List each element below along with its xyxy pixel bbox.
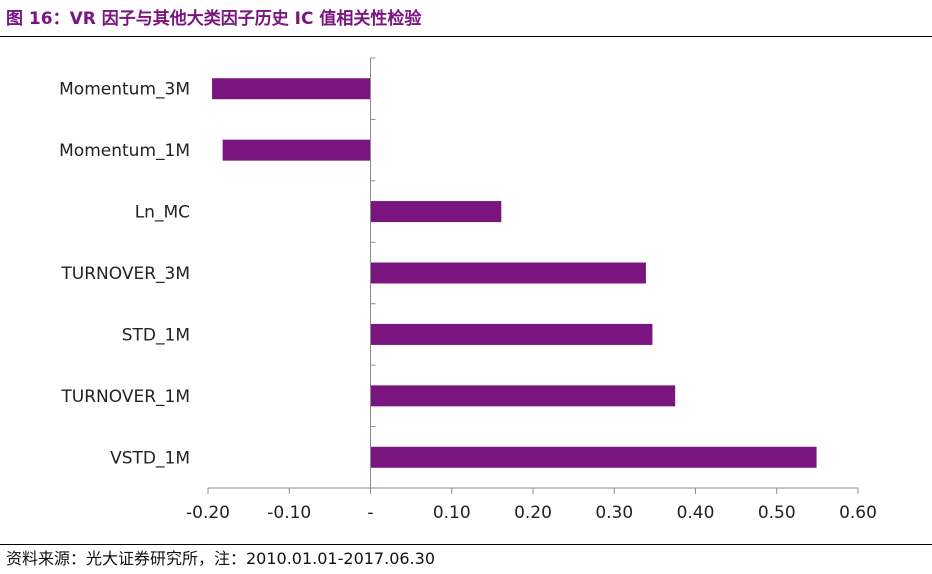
category-label: VSTD_1M (110, 448, 190, 468)
x-tick-label: 0.30 (595, 503, 633, 523)
x-tick-label: 0.10 (433, 503, 471, 523)
category-label: STD_1M (122, 325, 190, 345)
bar-momentum-3m (212, 78, 371, 100)
bar-vstd-1m (370, 446, 817, 468)
category-label: TURNOVER_3M (60, 264, 190, 284)
chart-title: 图 16：VR 因子与其他大类因子历史 IC 值相关性检验 (6, 9, 422, 29)
labels-layer: Momentum_3M Momentum_1M Ln_MC TURNOVER_3M ST… (59, 80, 877, 523)
footer-divider (0, 544, 932, 545)
bar-turnover-1m (370, 385, 676, 407)
x-tick-label: 0.20 (514, 503, 552, 523)
category-label: Ln_MC (135, 203, 190, 223)
x-tick-label: 0.50 (758, 503, 796, 523)
bar-ln-mc (370, 201, 502, 223)
bar-std-1m (370, 323, 653, 345)
bars-layer (212, 78, 817, 468)
x-tick-label: -0.20 (186, 503, 230, 523)
bar-chart: Momentum_3M Momentum_1M Ln_MC TURNOVER_3M ST… (59, 57, 877, 523)
category-label: Momentum_1M (59, 141, 190, 161)
x-tick-label: - (367, 503, 373, 523)
axis-layer (207, 57, 859, 494)
category-label: Momentum_3M (59, 80, 190, 100)
category-label: TURNOVER_1M (60, 387, 190, 407)
title-divider (0, 36, 932, 37)
x-tick-label: -0.10 (267, 503, 311, 523)
bar-momentum-1m (222, 139, 371, 161)
x-tick-label: 0.60 (839, 503, 877, 523)
bar-turnover-3m (370, 262, 646, 284)
x-tick-label: 0.40 (677, 503, 715, 523)
source-note: 资料来源：光大证券研究所，注：2010.01.01-2017.06.30 (6, 549, 435, 568)
